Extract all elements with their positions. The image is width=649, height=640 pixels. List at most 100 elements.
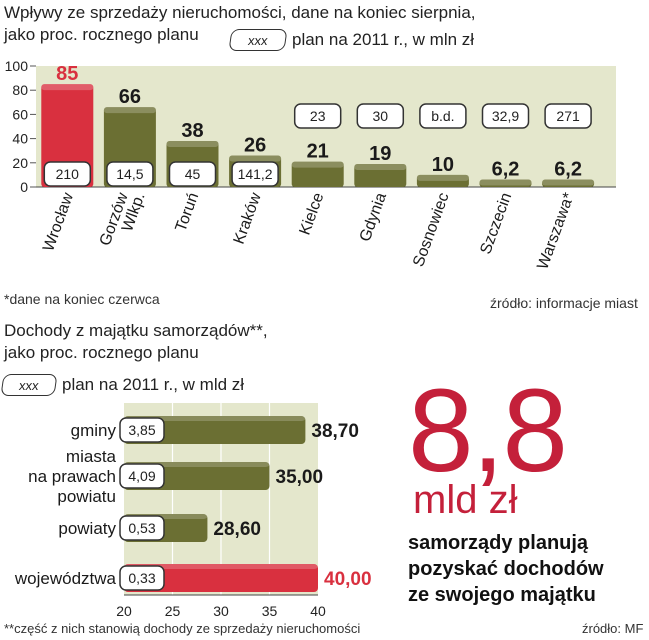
legend-key-pill-2: xxx bbox=[0, 374, 58, 396]
bar-value-label: 10 bbox=[432, 154, 454, 176]
hbar bbox=[124, 416, 306, 444]
category-label-2: na prawach bbox=[28, 467, 116, 486]
bar-highlight bbox=[416, 174, 469, 181]
plan-pill-label: 23 bbox=[310, 108, 326, 124]
bar-highlight bbox=[354, 164, 407, 171]
y-tick-label: 100 bbox=[5, 58, 29, 74]
chart1-title: Wpływy ze sprzedaży nieruchomości, dane … bbox=[4, 3, 476, 44]
category-label: Toruń bbox=[173, 191, 203, 234]
plan-pill-2: 4,09 bbox=[119, 463, 165, 489]
category-label: Warszawa* bbox=[534, 191, 577, 272]
plan-pill-2-box bbox=[119, 417, 165, 443]
bar-value-label: 38 bbox=[181, 120, 203, 142]
chart2-title: Dochody z majątku samorządów**, jako pro… bbox=[4, 321, 268, 362]
legend-key-pill: xxx bbox=[228, 29, 288, 51]
plan-pill-box bbox=[43, 161, 92, 187]
bar bbox=[542, 179, 595, 187]
plan-pill-2-label: 0,33 bbox=[128, 570, 155, 586]
bar-value-label: 26 bbox=[244, 135, 266, 157]
bar bbox=[479, 179, 532, 187]
bar-highlight bbox=[291, 161, 344, 168]
bar-value-label: 6,2 bbox=[492, 158, 520, 180]
plan-pill-box bbox=[544, 103, 592, 129]
bar-value-label: 6,2 bbox=[554, 158, 582, 180]
plan-pill: b.d. bbox=[419, 103, 467, 129]
category-label: Sosnowiec bbox=[410, 191, 452, 270]
plan-pill: 14,5 bbox=[106, 161, 154, 187]
source-2: źródło: MF bbox=[582, 621, 644, 636]
hbar-value-label: 28,60 bbox=[213, 519, 261, 540]
plan-pill-label: 210 bbox=[56, 166, 80, 182]
category-label-2: miasta bbox=[66, 447, 117, 466]
bar-highlight bbox=[479, 179, 532, 186]
plan-pill-label: 141,2 bbox=[238, 166, 273, 182]
plan-pill-2-label: 4,09 bbox=[128, 468, 155, 484]
category-label: Wrocław bbox=[40, 190, 77, 254]
plan-pill-label: b.d. bbox=[431, 108, 454, 124]
category-label: Gdynia bbox=[357, 190, 390, 244]
hbar bbox=[124, 564, 318, 592]
x-tick-label: 40 bbox=[310, 603, 326, 619]
bar-highlight bbox=[229, 155, 282, 162]
x-tick-label: 30 bbox=[213, 603, 229, 619]
bar bbox=[416, 174, 469, 187]
plan-pill-box bbox=[356, 103, 405, 129]
highlight-value: 8,8 bbox=[408, 365, 568, 497]
category-label: Szczecin bbox=[477, 191, 515, 257]
plan-pill-label: 32,9 bbox=[492, 108, 519, 124]
plan-pill-2-label: 0,53 bbox=[128, 520, 155, 536]
legend-text: plan na 2011 r., w mln zł bbox=[292, 30, 475, 49]
plan-pill-label: 14,5 bbox=[116, 166, 143, 182]
y-tick-label: 20 bbox=[12, 155, 28, 171]
hbar-value-label: 40,00 bbox=[324, 569, 372, 590]
category-label-2: gminy bbox=[71, 421, 117, 440]
bar-highlight bbox=[166, 141, 219, 148]
plan-pill-box bbox=[231, 161, 279, 187]
plan-pill: 23 bbox=[293, 103, 342, 129]
bar bbox=[291, 161, 344, 187]
plan-pill-label: 271 bbox=[556, 108, 580, 124]
plan-pill-2-box bbox=[119, 565, 165, 591]
bar bbox=[354, 164, 407, 187]
plan-pill-box bbox=[419, 103, 467, 129]
plan-pill-box bbox=[481, 103, 530, 129]
plan-pill: 210 bbox=[43, 161, 92, 187]
y-tick-label: 60 bbox=[12, 106, 28, 122]
x-tick-label: 20 bbox=[116, 603, 132, 619]
hbar-highlight bbox=[124, 416, 306, 421]
x-tick-label: 35 bbox=[262, 603, 278, 619]
plan-pill: 45 bbox=[168, 161, 217, 187]
plan-pill-2: 0,53 bbox=[119, 515, 165, 541]
plan-pill-2: 0,33 bbox=[119, 565, 165, 591]
bar-value-label: 21 bbox=[307, 141, 329, 163]
category-label-2: powiatu bbox=[57, 487, 116, 506]
highlight-text: samorządy planują pozyskać dochodów ze s… bbox=[408, 532, 604, 606]
plan-pill: 32,9 bbox=[481, 103, 530, 129]
plan-pill: 141,2 bbox=[231, 161, 279, 187]
source-1: źródło: informacje miast bbox=[490, 295, 638, 311]
hbar-highlight bbox=[124, 564, 318, 569]
y-tick-label: 80 bbox=[12, 82, 28, 98]
plan-pill-label: 30 bbox=[373, 108, 389, 124]
category-label: Kielce bbox=[297, 190, 328, 237]
plan-pill-label: 45 bbox=[185, 166, 201, 182]
bar-value-label: 66 bbox=[119, 86, 141, 108]
hbar-value-label: 38,70 bbox=[311, 421, 359, 442]
x-tick-label: 25 bbox=[165, 603, 181, 619]
footnote-1: *dane na koniec czerwca bbox=[4, 291, 160, 307]
category-label: Kraków bbox=[231, 190, 265, 246]
chart2-legend: xxx plan na 2011 r., w mld zł bbox=[0, 374, 245, 396]
chart1-legend: xxx plan na 2011 r., w mln zł bbox=[228, 29, 475, 51]
bar-highlight bbox=[103, 107, 156, 114]
plan-pill: 30 bbox=[356, 103, 405, 129]
plan-pill-box bbox=[293, 103, 342, 129]
bar-value-label: 85 bbox=[56, 63, 78, 85]
y-tick-label: 40 bbox=[12, 131, 28, 147]
plan-pill-2-box bbox=[119, 463, 165, 489]
hbar-value-label: 35,00 bbox=[276, 467, 324, 488]
legend-text-2: plan na 2011 r., w mld zł bbox=[62, 375, 245, 394]
category-label-2: powiaty bbox=[58, 519, 116, 538]
plan-pill-2-box bbox=[119, 515, 165, 541]
plan-pill-2: 3,85 bbox=[119, 417, 165, 443]
